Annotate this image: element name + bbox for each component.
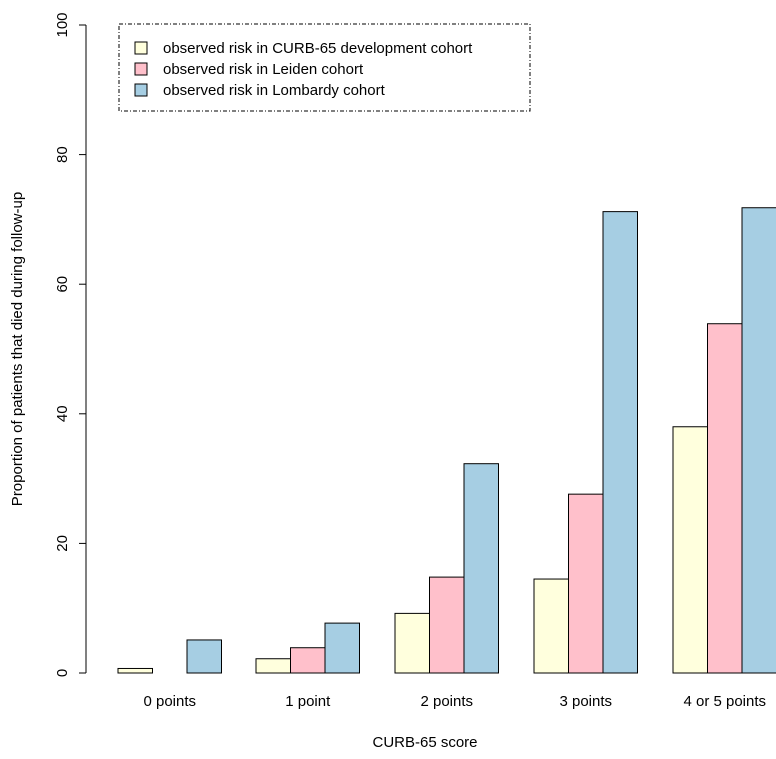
y-tick-label-3: 60 (54, 276, 71, 293)
bar-2-series-0 (394, 612, 430, 674)
bar-2-series-1 (429, 576, 465, 674)
y-axis-label: Proportion of patients that died during … (9, 192, 26, 506)
bar-1-series-0 (255, 658, 291, 674)
y-tick-label-1: 20 (54, 535, 71, 552)
x-tick-label-1: 1 point (285, 693, 331, 710)
x-tick-label-0: 0 points (143, 693, 196, 710)
legend-box (118, 23, 531, 112)
x-tick-label-4: 4 or 5 points (683, 693, 766, 710)
bar-2-series-2 (463, 463, 499, 674)
x-tick-label-3: 3 points (559, 693, 612, 710)
x-tick-labels: 0 points 1 point 2 points 3 points 4 or 5 po… (143, 693, 766, 710)
x-tick-label-2: 2 points (420, 693, 473, 710)
y-tick-label-0: 0 (54, 669, 71, 677)
bar-4-series-2 (741, 207, 776, 674)
x-axis-label: CURB-65 score (372, 734, 477, 751)
bar-4-series-1 (707, 323, 743, 674)
legend-swatch-0 (134, 41, 148, 55)
bar-4-series-0 (672, 426, 708, 674)
legend-swatch-2 (134, 83, 148, 97)
legend-swatch-1 (134, 62, 148, 76)
bar-0-series-0 (117, 667, 153, 674)
bar-1-series-2 (324, 622, 360, 674)
y-axis: 0 20 40 60 80 100 (54, 12, 87, 677)
legend: observed risk in CURB-65 development coh… (118, 23, 531, 112)
bar-3-series-1 (568, 493, 604, 674)
bar-3-series-2 (602, 211, 638, 674)
y-tick-label-5: 100 (54, 12, 71, 37)
y-tick-label-4: 80 (54, 146, 71, 163)
bar-3-series-0 (533, 578, 569, 674)
legend-label-0: observed risk in CURB-65 development coh… (163, 40, 473, 57)
bars-group (117, 207, 776, 674)
legend-label-2: observed risk in Lombardy cohort (163, 82, 386, 99)
legend-label-1: observed risk in Leiden cohort (163, 61, 364, 78)
bar-0-series-2 (186, 639, 222, 674)
y-tick-label-2: 40 (54, 405, 71, 422)
bar-1-series-1 (290, 647, 326, 674)
